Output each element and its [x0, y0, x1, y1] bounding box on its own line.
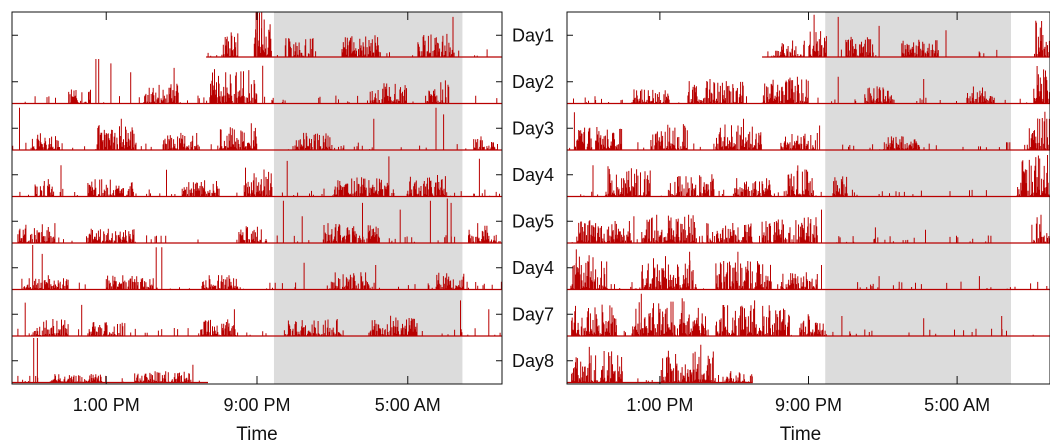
day-row-label: Day1 [512, 25, 554, 45]
left-actogram-panel: 1:00 PM 9:00 PM 5:00 AM [11, 11, 503, 415]
day-row-label: Day4 [512, 165, 554, 185]
activity-spikes [767, 14, 1050, 57]
activity-trace-row-7 [567, 293, 1050, 337]
activity-trace-row-5 [567, 209, 1050, 244]
activity-spikes [571, 344, 753, 383]
x-tick-label: 9:00 PM [223, 395, 290, 415]
activity-spikes [571, 293, 1034, 336]
x-tick-label: 5:00 AM [375, 395, 441, 415]
activity-trace-row-6 [567, 249, 1050, 291]
activity-trace-row-2 [12, 59, 502, 105]
activity-trace-row-7 [12, 300, 502, 337]
day-row-label: Day2 [512, 72, 554, 92]
x-tick-label: 1:00 PM [73, 395, 140, 415]
day-row-label: Day5 [512, 211, 554, 231]
activity-spikes [24, 59, 498, 104]
x-tick-label: 5:00 AM [924, 395, 990, 415]
activity-trace-row-1 [206, 12, 502, 58]
day-row-label: Day4 [512, 258, 554, 278]
activity-trace-row-4 [566, 155, 1050, 198]
activity-trace-row-3 [12, 107, 502, 151]
activity-spikes [17, 338, 200, 383]
x-tick-label: 9:00 PM [775, 395, 842, 415]
night-shading-band [825, 12, 1011, 384]
right-actogram-panel: 1:00 PM 9:00 PM 5:00 AM [566, 11, 1050, 415]
activity-trace-row-5 [12, 198, 502, 244]
right-x-axis-label: Time [780, 424, 822, 445]
activity-spikes [12, 107, 498, 150]
activity-spikes [17, 300, 501, 336]
day-row-label: Day7 [512, 304, 554, 324]
left-x-axis-label: Time [236, 424, 278, 445]
activity-spikes [19, 156, 500, 197]
night-shading-band [273, 12, 463, 384]
day-row-labels: Day1 Day2 Day3 Day4 Day5 Day4 Day7 Day8 [512, 25, 554, 371]
activity-trace-row-3 [566, 111, 1050, 151]
activity-trace-row-8 [12, 338, 208, 384]
day-row-label: Day8 [512, 351, 554, 371]
day-row-label: Day3 [512, 118, 554, 138]
activity-trace-row-6 [12, 245, 502, 291]
x-tick-label: 1:00 PM [626, 395, 693, 415]
activity-trace-row-4 [12, 156, 502, 198]
activity-trace-row-1 [762, 14, 1050, 58]
